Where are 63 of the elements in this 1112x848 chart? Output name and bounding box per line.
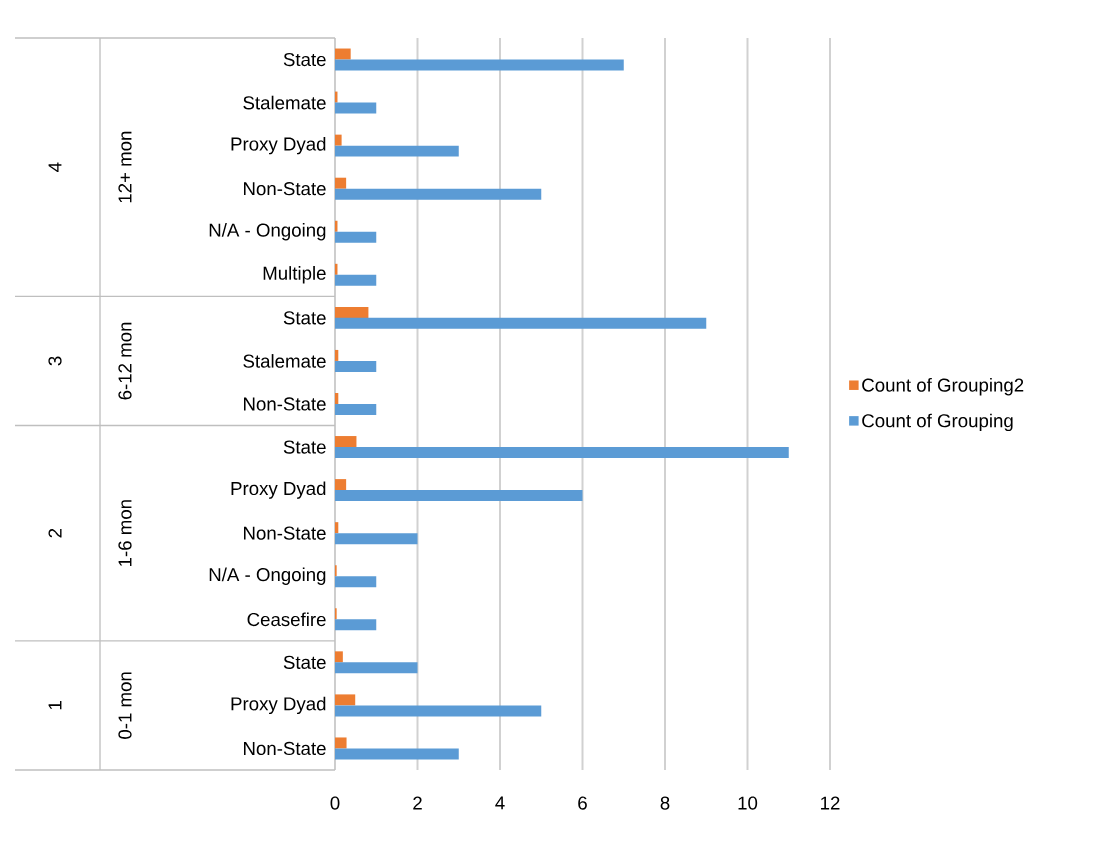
bar [335,651,343,663]
x-tick-label: 6 [578,796,587,810]
text: 6-12 mon [118,322,132,400]
bar [335,59,624,71]
text: 1-6 mon [118,500,132,566]
x-tick-label: 8 [660,796,670,810]
bar [335,436,357,448]
text: 3 [48,356,62,366]
x-tick-label: 4 [495,796,505,810]
bar [335,403,377,415]
y-tick-label: State [283,440,326,454]
bar [335,522,339,534]
x-tick-label: 10 [738,796,758,810]
x-tick-label: 2 [413,796,422,810]
text: 4 [48,162,62,172]
bar [335,694,356,706]
y-tick-label: State [283,655,326,669]
bar [335,662,418,674]
y-tick-label: N/A - Ongoing [209,567,326,585]
bar [335,479,347,491]
bar [335,177,347,189]
y-tick-label: Non-State [244,397,326,411]
text: 1 [48,701,62,710]
y-tick-label: Multiple [263,266,326,284]
legend-label: Count of Grouping2 [862,377,1024,396]
bar [335,317,707,329]
y-tick-label: N/A - Ongoing [209,223,326,241]
text: 2 [48,528,62,538]
text: 0-1 mon [118,672,132,739]
y-tick-label: Proxy Dyad [231,136,326,155]
y-tick-label: Non-State [244,182,326,196]
y-tick-label: Non-State [244,526,326,540]
y-tick-label: State [283,311,326,325]
y-tick-label: State [283,52,326,67]
bar [335,145,459,157]
x-tick-label: 0 [330,796,340,810]
bar [335,705,542,717]
y-tick-label: Ceasefire [247,612,326,627]
bar [335,231,377,243]
bar [335,134,342,146]
bar [335,576,377,588]
y-tick-label: Stalemate [243,95,326,110]
y-tick-label: Non-State [244,741,326,756]
bar [335,274,377,286]
legend-label: Count of Grouping [862,413,1013,432]
bar [335,48,351,60]
bar [335,748,459,760]
bar [335,188,542,200]
bar [335,306,369,318]
bar [335,102,377,114]
bar [335,447,789,459]
bar [335,392,339,404]
y-tick-label: Proxy Dyad [231,481,326,499]
x-tick-label: 12 [821,796,840,810]
bar [335,490,583,502]
bar [335,360,377,372]
y-tick-label: Stalemate [243,354,326,368]
bar [335,533,418,545]
bar [335,349,339,361]
bar [335,619,377,631]
text: 12+ mon [118,131,132,203]
bar [335,737,347,749]
y-tick-label: Proxy Dyad [231,696,326,715]
